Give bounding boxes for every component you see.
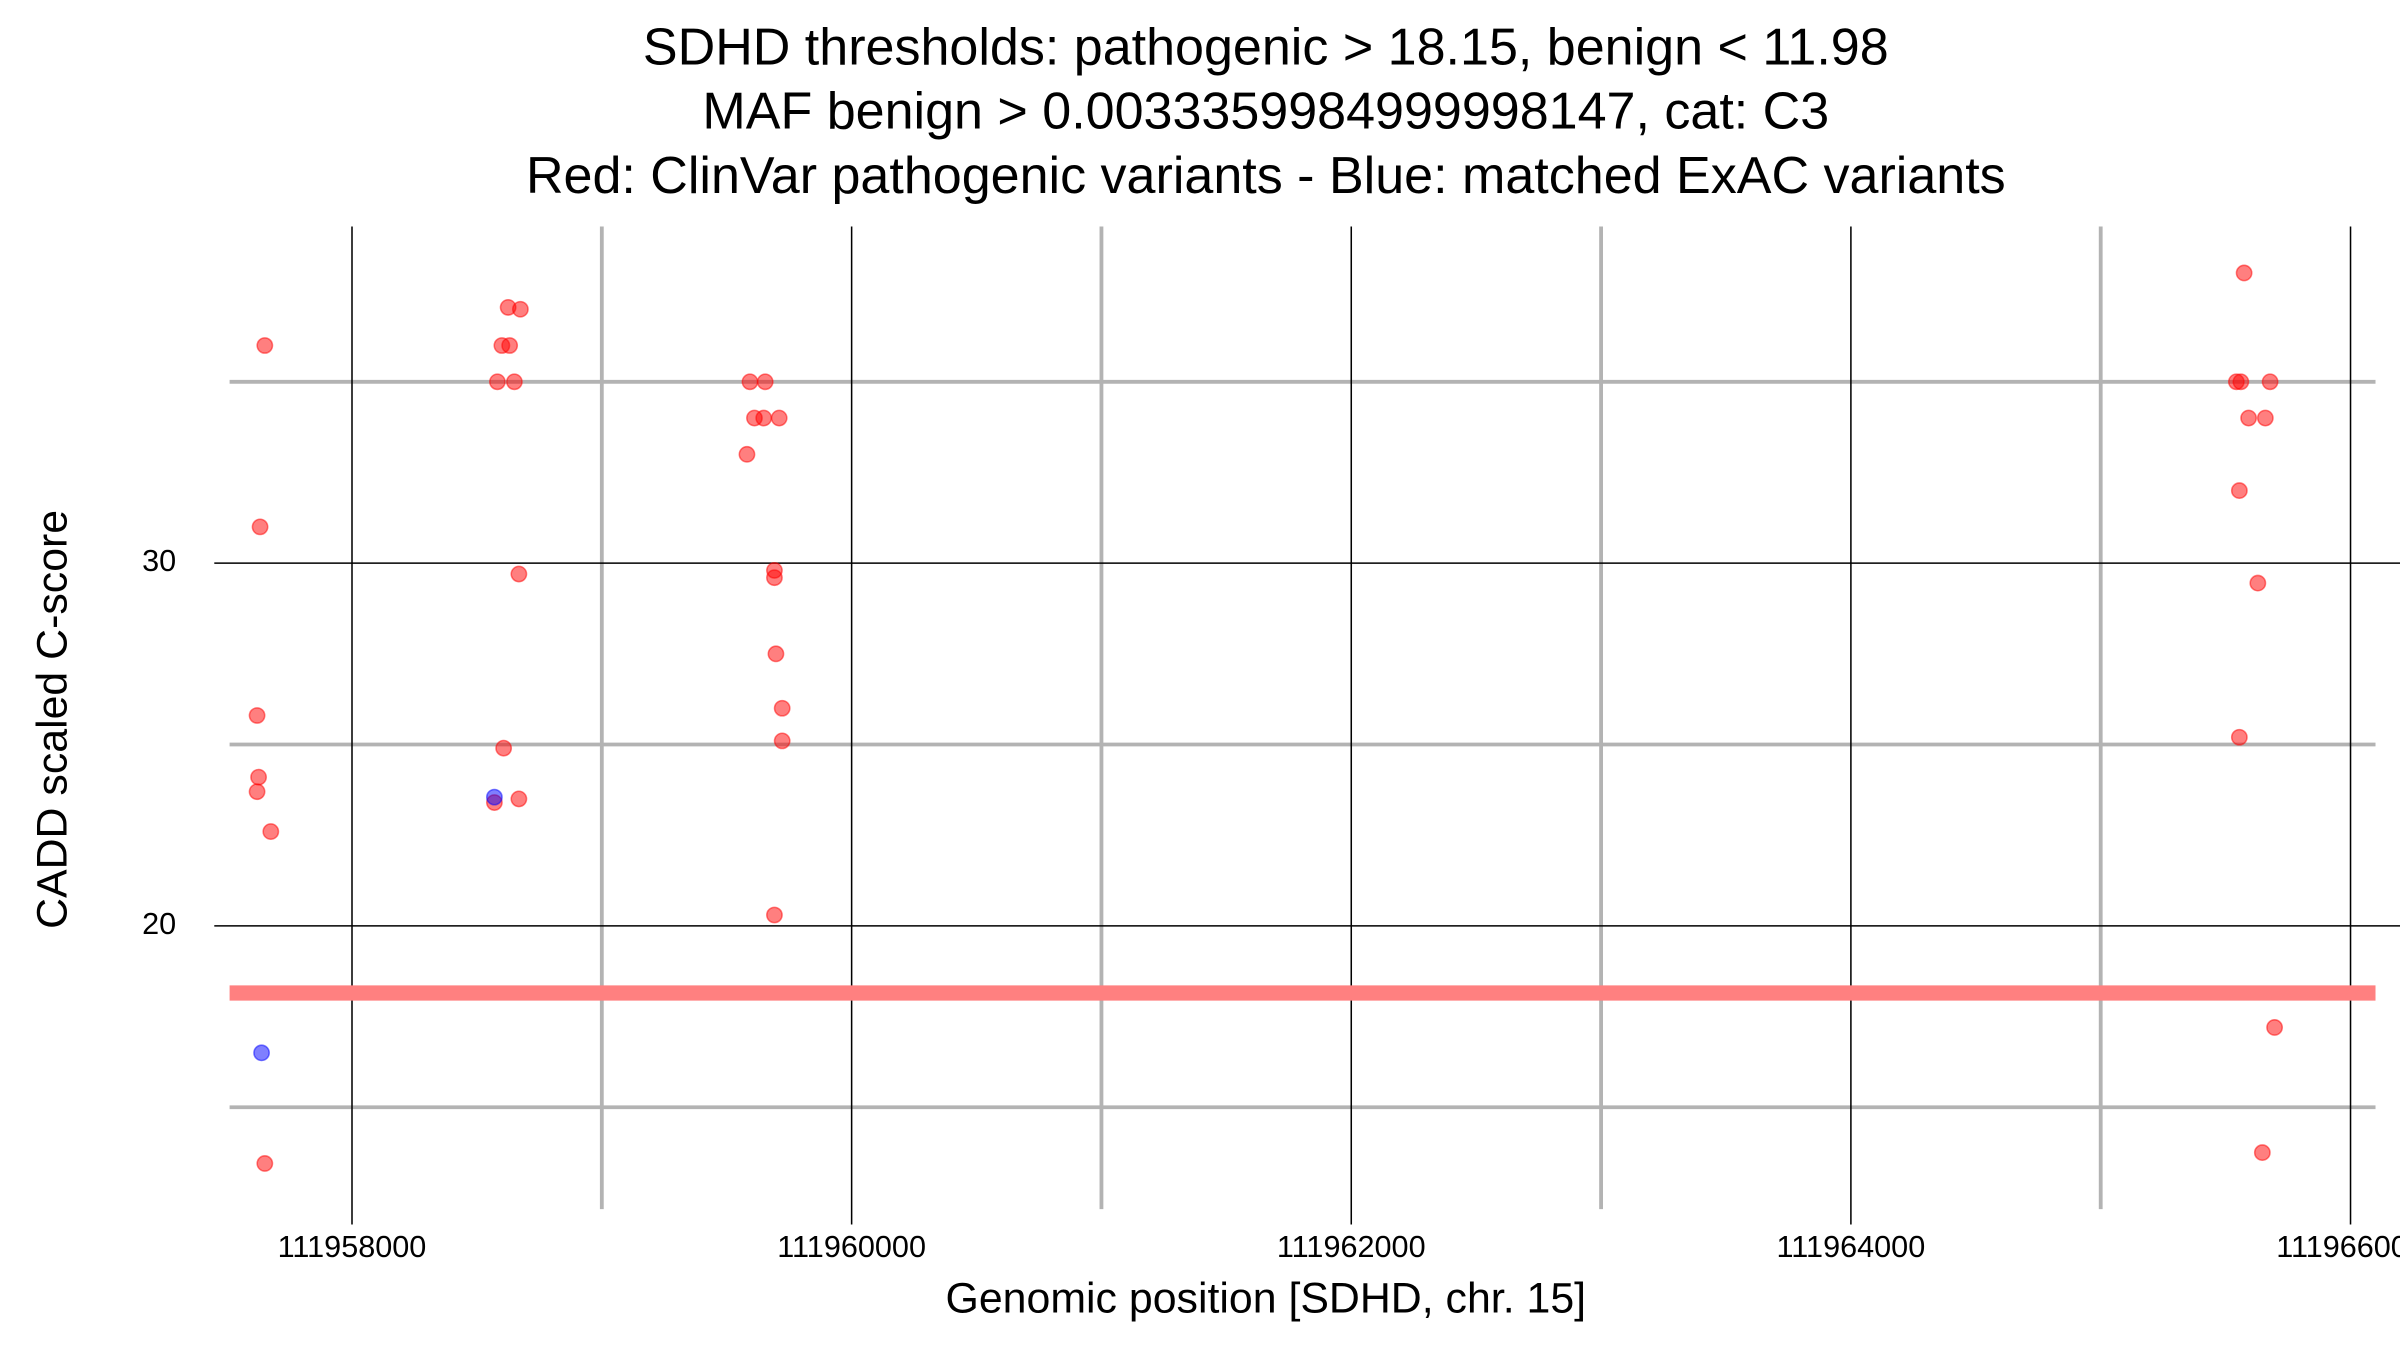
point: [773, 732, 791, 750]
chart-title: MAF benign > 0.0033359984999998147, cat:…: [702, 83, 1829, 141]
x-tick-label: 111960000: [777, 1230, 926, 1264]
point: [511, 300, 529, 318]
x-tick-label: 111962000: [1277, 1230, 1426, 1264]
point: [248, 783, 266, 801]
point: [248, 707, 266, 724]
point: [2230, 728, 2248, 746]
point: [770, 409, 788, 427]
x-tick-label: 111966000: [2276, 1230, 2400, 1264]
x-tick-label: 111964000: [1777, 1230, 1926, 1264]
point: [510, 565, 528, 583]
point: [756, 373, 774, 391]
y-tick-label: 20: [142, 907, 176, 941]
point: [2253, 1144, 2271, 1162]
point: [2256, 409, 2274, 427]
point: [2249, 574, 2267, 592]
point: [501, 337, 519, 354]
point: [2232, 373, 2250, 391]
chart-title: Red: ClinVar pathogenic variants - Blue:…: [526, 147, 2006, 205]
point: [505, 373, 523, 391]
point: [251, 518, 269, 536]
point: [766, 906, 783, 924]
y-tick-label: 30: [142, 544, 176, 578]
point: [2261, 373, 2279, 391]
x-tick-label: 111958000: [278, 1230, 427, 1264]
point: [250, 768, 267, 786]
point: [488, 373, 506, 391]
point: [485, 788, 503, 806]
point: [262, 823, 280, 840]
point: [256, 1155, 274, 1172]
point: [755, 409, 773, 427]
point: [741, 373, 759, 391]
point: [495, 739, 513, 757]
y-axis-label: CADD scaled C-score: [28, 510, 76, 929]
x-axis-label: Genomic position [SDHD, chr. 15]: [946, 1274, 1587, 1322]
point: [256, 337, 274, 354]
point: [253, 1044, 270, 1062]
point: [773, 699, 791, 717]
point: [766, 569, 783, 587]
point: [738, 445, 756, 463]
point: [2240, 409, 2258, 427]
point: [2266, 1019, 2284, 1036]
point: [2230, 482, 2248, 500]
point: [510, 790, 528, 808]
point: [2235, 264, 2253, 282]
point: [767, 645, 785, 663]
chart-title: SDHD thresholds: pathogenic > 18.15, ben…: [643, 18, 1889, 76]
